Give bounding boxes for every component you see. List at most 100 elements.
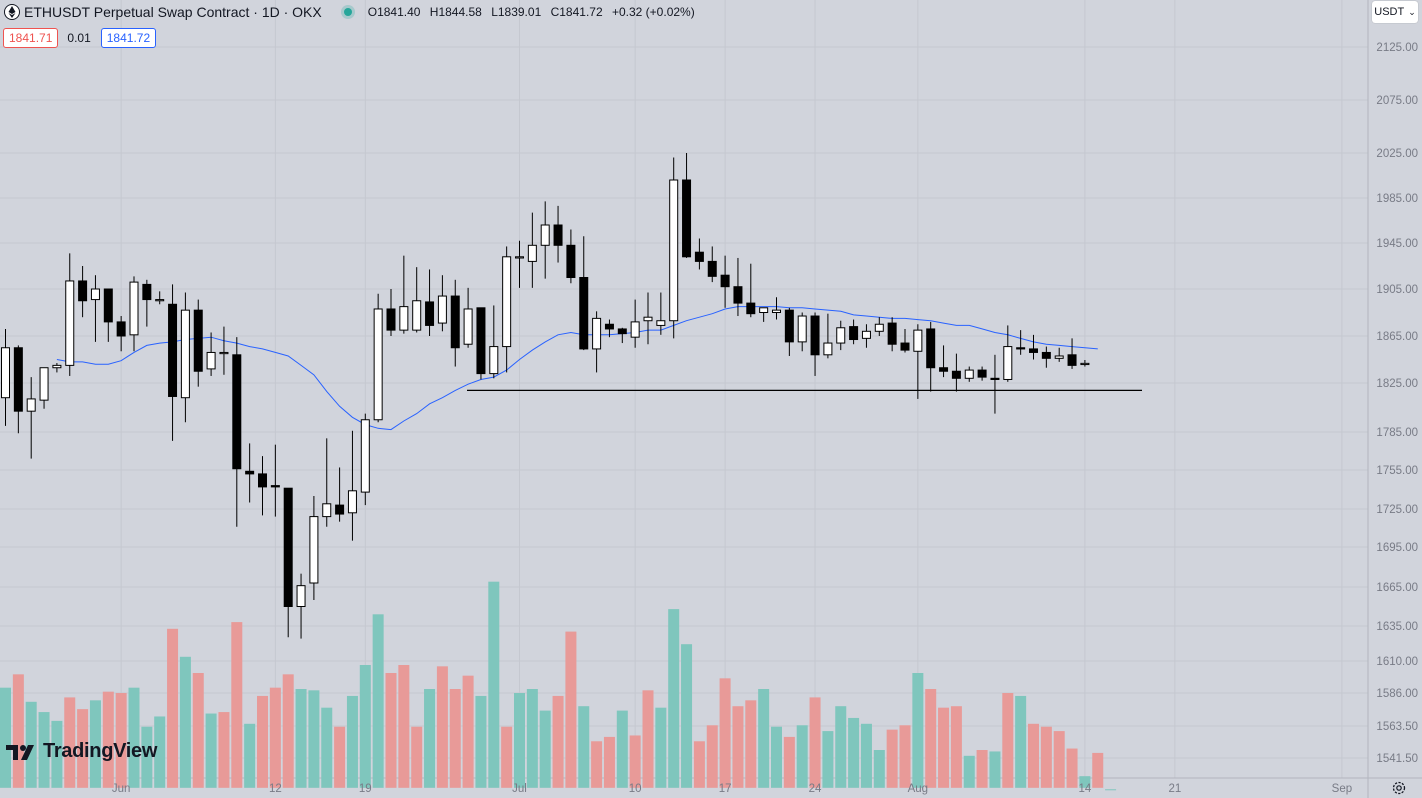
candle-body xyxy=(347,490,357,514)
volume-bar xyxy=(218,712,230,788)
candle-body xyxy=(1041,351,1051,359)
volume-bar xyxy=(706,725,718,788)
volume-bar xyxy=(693,741,705,788)
time-axis-label: 24 xyxy=(809,783,822,795)
volume-bar xyxy=(77,709,89,788)
candle-body xyxy=(90,288,100,301)
candle-body xyxy=(579,277,589,350)
price-axis-label: 1586.00 xyxy=(1376,688,1418,700)
close-value: C1841.72 xyxy=(550,5,603,19)
candle-body xyxy=(219,351,229,355)
market-status-dot[interactable] xyxy=(343,8,352,16)
volume-bar xyxy=(912,673,924,788)
time-axis-label: Jul xyxy=(512,783,527,795)
candle-body xyxy=(193,309,203,372)
volume-bar xyxy=(38,712,50,788)
tradingview-logo-icon xyxy=(6,744,34,760)
candle-body xyxy=(540,224,550,246)
volume-bar xyxy=(12,674,24,788)
volume-bar xyxy=(526,689,538,788)
volume-bar xyxy=(616,710,628,788)
candle-body xyxy=(746,302,756,315)
candle-body xyxy=(13,347,23,412)
volume-bar xyxy=(89,700,101,788)
candle-body xyxy=(887,322,897,345)
candle-body xyxy=(913,329,923,352)
currency-select[interactable]: USDT ⌄ xyxy=(1372,1,1418,23)
price-axis-label: 1785.00 xyxy=(1376,427,1418,439)
candle-body xyxy=(489,346,499,375)
volume-bar xyxy=(514,693,525,788)
candle-body xyxy=(232,354,242,470)
volume-bar xyxy=(334,726,346,788)
volume-bar xyxy=(308,690,320,788)
volume-bar xyxy=(989,751,1001,788)
price-axis-label: 1865.00 xyxy=(1376,331,1418,343)
candle-body xyxy=(823,342,833,356)
volume-bar xyxy=(1092,752,1104,788)
volume-bar xyxy=(925,689,937,788)
candle-body xyxy=(810,315,820,356)
candle-body xyxy=(784,309,794,343)
candle-body xyxy=(502,256,512,348)
symbol-title[interactable]: ETHUSDT Perpetual Swap Contract · 1D · O… xyxy=(24,4,322,20)
volume-bar xyxy=(192,673,204,788)
volume-bar xyxy=(681,644,693,788)
volume-bar xyxy=(205,713,217,788)
candle-body xyxy=(206,351,216,370)
candle-body xyxy=(1016,347,1026,350)
candle-body xyxy=(592,317,602,350)
candle-body xyxy=(26,398,36,412)
volume-bar xyxy=(873,750,885,788)
chevron-down-icon: ⌄ xyxy=(1408,6,1416,17)
volume-bar xyxy=(0,687,11,788)
price-axis-label: 1905.00 xyxy=(1376,284,1418,296)
gear-icon[interactable] xyxy=(1391,780,1407,796)
candle-body xyxy=(682,179,692,258)
volume-bar xyxy=(745,700,757,788)
price-axis-label: 1610.00 xyxy=(1376,656,1418,668)
sell-price-button[interactable]: 1841.71 xyxy=(3,28,59,48)
volume-bar xyxy=(1053,731,1065,788)
symbol-logo-icon[interactable] xyxy=(4,4,20,20)
volume-bar xyxy=(1015,695,1027,788)
trade-prices: 1841.71 0.01 1841.72 xyxy=(3,28,157,48)
volume-bar xyxy=(963,755,975,788)
candle-body xyxy=(360,419,370,493)
volume-bar xyxy=(668,609,680,788)
candle-body xyxy=(450,295,460,349)
volume-bar xyxy=(398,665,410,788)
volume-bar xyxy=(886,729,898,788)
volume-bar xyxy=(51,720,63,788)
time-axis-label: 21 xyxy=(1168,783,1181,795)
open-value: O1841.40 xyxy=(367,5,421,19)
buy-price-button[interactable]: 1841.72 xyxy=(100,28,157,48)
candle-body xyxy=(65,280,75,366)
candle-body xyxy=(836,327,846,344)
volume-bar xyxy=(938,707,950,788)
price-axis-label: 1541.50 xyxy=(1376,753,1418,765)
candle-body xyxy=(463,308,473,345)
volume-bar xyxy=(848,717,860,788)
volume-bar xyxy=(976,750,988,788)
volume-bar xyxy=(141,726,153,788)
candle-body xyxy=(129,281,139,336)
volume-bar xyxy=(1040,726,1052,788)
volume-bar xyxy=(603,736,615,788)
time-axis-label: Sep xyxy=(1332,783,1352,795)
volume-bar xyxy=(552,695,564,788)
tradingview-logo[interactable]: TradingView xyxy=(6,740,157,763)
candle-body xyxy=(103,288,113,323)
time-axis-label: 19 xyxy=(359,783,372,795)
candle-body xyxy=(694,251,704,262)
price-axis-label: 1563.50 xyxy=(1376,721,1418,733)
price-axis-label: 1945.00 xyxy=(1376,238,1418,250)
candle-body xyxy=(643,316,653,322)
candle-body xyxy=(874,323,884,332)
volume-bar xyxy=(64,697,76,788)
price-axis-label: 1695.00 xyxy=(1376,542,1418,554)
volume-bar xyxy=(591,741,603,788)
time-axis-label: Aug xyxy=(908,783,928,795)
